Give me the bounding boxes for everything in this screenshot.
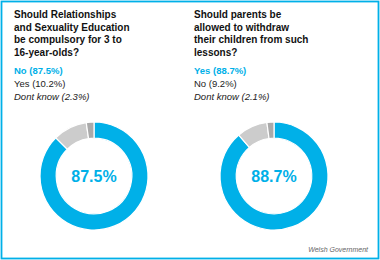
legend-entry: Yes (88.7%) — [194, 65, 246, 76]
center-label: 88.7% — [251, 168, 296, 185]
center-label: 87.5% — [71, 168, 116, 185]
footer: Welsh Government — [308, 246, 369, 253]
slice — [267, 122, 274, 139]
slice — [86, 122, 94, 139]
title: Should Relationshipsand Sexuality Educat… — [14, 9, 130, 58]
slice — [239, 122, 269, 147]
slice — [220, 122, 328, 230]
legend-entry: No (9.2%) — [194, 78, 237, 89]
legend-entry: Dont know (2.3%) — [14, 91, 90, 102]
donut — [220, 122, 328, 230]
legend-entry: No (87.5%) — [14, 65, 63, 76]
legend-entry: Yes (10.2%) — [14, 78, 65, 89]
slice — [56, 123, 89, 150]
donut — [40, 122, 148, 230]
slice — [40, 122, 148, 230]
figure-border — [2, 2, 379, 259]
panel: Should parents beallowed to withdrawthei… — [194, 9, 328, 230]
panel: Should Relationshipsand Sexuality Educat… — [14, 9, 148, 230]
title: Should parents beallowed to withdrawthei… — [194, 9, 308, 58]
legend-entry: Dont know (2.1%) — [194, 91, 270, 102]
figure: Should Relationshipsand Sexuality Educat… — [0, 0, 380, 260]
